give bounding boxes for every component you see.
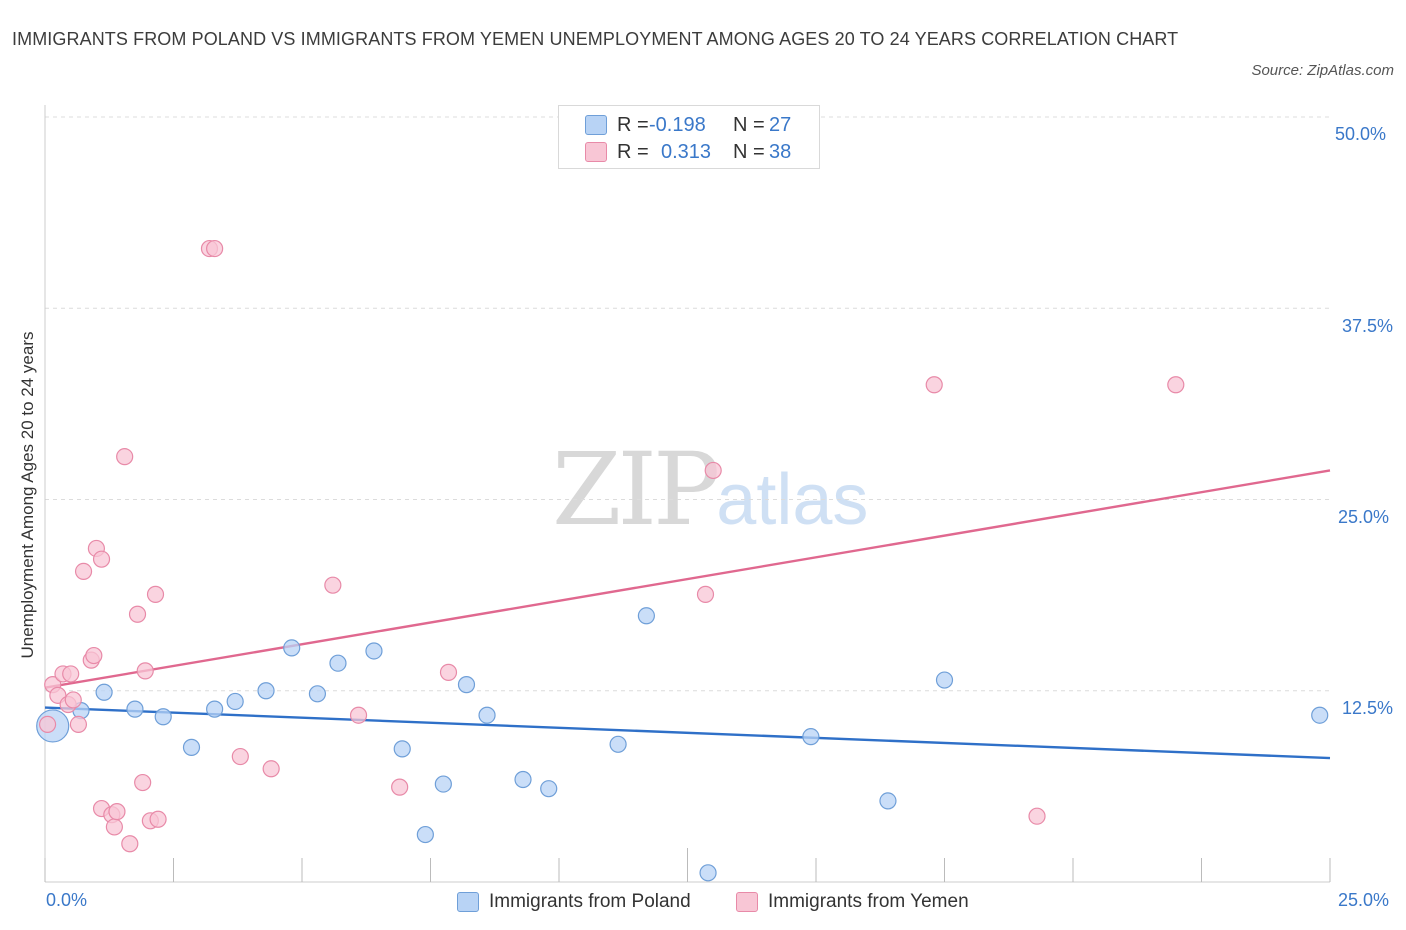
point-yemen <box>69 715 88 734</box>
point-yemen <box>116 448 134 466</box>
point-poland <box>540 780 558 798</box>
bottom-legend-label-poland: Immigrants from Poland <box>489 891 691 912</box>
x-tick-label-max: 25.0% <box>1338 890 1390 910</box>
point-poland <box>95 683 113 701</box>
y-tick-label-50: 50.0% <box>1335 124 1387 144</box>
point-yemen <box>136 662 154 680</box>
point-poland <box>935 671 954 689</box>
point-poland <box>393 740 411 758</box>
point-poland <box>609 735 627 753</box>
legend-n-value-yemen: 38 <box>769 141 792 163</box>
point-poland <box>637 607 655 625</box>
point-yemen <box>1028 807 1046 825</box>
point-poland <box>126 700 144 718</box>
point-yemen <box>134 773 152 792</box>
point-poland <box>478 706 496 724</box>
point-yemen <box>704 461 722 480</box>
point-yemen <box>206 239 224 258</box>
point-poland <box>329 654 347 672</box>
trend-lines <box>44 469 1331 760</box>
point-poland <box>154 708 172 726</box>
bottom-legend-swatch-poland <box>457 892 479 912</box>
grid-lines <box>45 116 1330 692</box>
legend-n-label: N = <box>733 141 765 163</box>
point-yemen <box>121 835 139 853</box>
point-poland <box>802 728 820 746</box>
point-yemen <box>324 576 342 594</box>
data-points <box>36 239 1329 882</box>
point-yemen <box>231 747 249 766</box>
point-poland <box>182 738 201 756</box>
point-yemen <box>146 585 165 603</box>
trend-line-yemen <box>44 469 1331 689</box>
point-yemen <box>92 550 111 568</box>
point-poland <box>257 682 275 700</box>
legend-row-poland: R = -0.198 N = 27 <box>585 113 791 137</box>
legend-swatch-poland <box>585 115 607 135</box>
point-yemen <box>74 562 93 581</box>
bottom-legend-swatch-yemen <box>736 892 758 912</box>
point-yemen <box>696 585 715 603</box>
point-poland <box>699 864 717 882</box>
point-yemen <box>149 810 167 828</box>
point-yemen <box>128 605 147 623</box>
legend-n-value-poland: 27 <box>769 114 792 136</box>
y-tick-label-25: 25.0% <box>1338 507 1390 527</box>
trend-line-poland <box>44 706 1331 760</box>
y-axis-label: Unemployment Among Ages 20 to 24 years <box>18 331 37 659</box>
axes <box>44 105 1331 883</box>
source-note: Source: ZipAtlas.com <box>1251 62 1394 79</box>
point-poland <box>457 676 476 694</box>
y-tick-label-37-5: 37.5% <box>1342 316 1394 336</box>
legend-swatch-yemen <box>585 142 607 162</box>
point-poland <box>308 685 327 703</box>
point-poland <box>879 792 897 810</box>
x-tick-label-min: 0.0% <box>46 890 88 910</box>
point-poland <box>434 775 452 793</box>
point-poland <box>365 642 383 660</box>
point-poland <box>514 770 532 789</box>
point-yemen <box>38 715 57 734</box>
legend-row-yemen: R = 0.313 N = 38 <box>585 140 791 164</box>
legend-r-label: R = <box>617 141 649 163</box>
point-yemen <box>64 691 82 709</box>
point-poland <box>1311 706 1329 724</box>
point-yemen <box>391 778 409 796</box>
watermark-zip: ZIP <box>552 431 720 548</box>
point-poland <box>283 639 301 657</box>
bottom-legend-label-yemen: Immigrants from Yemen <box>768 891 969 912</box>
correlation-legend: R = -0.198 N = 27 R = 0.313 N = 38 <box>558 105 820 169</box>
point-yemen <box>105 818 123 836</box>
legend-n-label: N = <box>733 114 765 136</box>
point-poland <box>416 825 434 844</box>
point-yemen <box>1167 376 1185 394</box>
legend-r-label: R = <box>617 114 649 136</box>
y-tick-label-12-5: 12.5% <box>1342 698 1394 718</box>
point-yemen <box>85 646 103 665</box>
legend-r-value-yemen: 0.313 <box>661 141 712 163</box>
point-yemen <box>262 760 280 778</box>
zipatlas-watermark: ZIPatlas <box>552 440 868 550</box>
point-yemen <box>925 376 943 394</box>
point-yemen <box>439 663 458 681</box>
legend-r-value-poland: -0.198 <box>649 114 706 136</box>
point-poland <box>206 700 224 718</box>
point-yemen <box>108 803 126 821</box>
point-yemen <box>349 706 368 724</box>
point-yemen <box>62 665 80 683</box>
chart-title: IMMIGRANTS FROM POLAND VS IMMIGRANTS FRO… <box>12 29 1179 49</box>
point-poland <box>226 692 244 711</box>
